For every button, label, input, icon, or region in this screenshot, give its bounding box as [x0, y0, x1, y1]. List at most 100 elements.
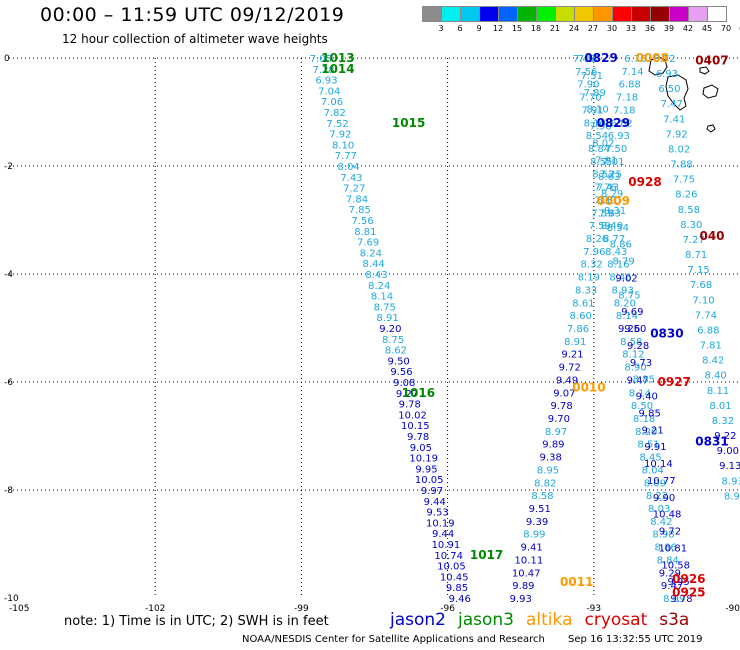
data-point-altika: 9.89: [512, 581, 534, 592]
data-point-altika: 7.18: [616, 93, 638, 104]
chart-title: 00:00 – 11:59 UTC 09/12/2019: [40, 4, 345, 26]
data-point-jason3: 7.92: [329, 130, 351, 141]
data-point-jason3: 8.04: [338, 162, 360, 173]
x-tick-label: -90: [725, 604, 740, 614]
color-scale-label: 15: [511, 24, 523, 33]
data-point-jason3: 7.77: [335, 151, 357, 162]
time-label: 0830: [650, 326, 683, 340]
data-point-jason2: 9.72: [659, 527, 681, 538]
data-point-s3a: 7.27: [683, 235, 705, 246]
data-point-cryosat: 8.42: [650, 517, 672, 528]
data-point-s3a: 8.02: [668, 144, 690, 155]
data-point-jason3: 9.95: [415, 464, 437, 475]
time-label: 1015: [392, 116, 425, 130]
data-point-s3a: 6.50: [658, 84, 680, 95]
data-point-jason2: 9.50: [624, 324, 646, 335]
data-point-altika: 7.43: [597, 183, 619, 194]
y-tick-label: -2: [4, 162, 13, 172]
time-label: 0928: [628, 175, 661, 189]
data-point-altika: 8.97: [545, 427, 567, 438]
data-point-jason2: 9.28: [627, 341, 649, 352]
data-point-cryosat: 8.84: [588, 144, 610, 155]
data-point-altika: 8.26: [586, 234, 608, 245]
data-point-jason3: 9.85: [446, 583, 468, 594]
data-point-jason2: 9.40: [636, 392, 658, 403]
data-point-jason3: 8.81: [354, 227, 376, 238]
legend-entry-s3a: s3a: [659, 610, 690, 630]
data-point-altika: 9.51: [529, 504, 551, 515]
data-point-jason3: 8.24: [368, 281, 390, 292]
data-point-altika: 7.30: [594, 195, 616, 206]
data-point-cryosat: 8.14: [616, 311, 638, 322]
time-label: 040: [699, 229, 724, 243]
data-point-cryosat: 8.04: [642, 465, 664, 476]
data-point-jason3: 9.20: [379, 324, 401, 335]
data-point-jason3: 10.15: [401, 421, 430, 432]
data-point-cryosat: 8.43: [605, 247, 627, 258]
data-point-cryosat: 8.51: [637, 440, 659, 451]
data-point-altika: 9.39: [526, 517, 548, 528]
data-point-s3a: 8.01: [709, 401, 731, 412]
data-point-cryosat: 7.70: [579, 93, 601, 104]
data-point-jason2: 8.85: [633, 375, 655, 386]
data-point-s3a: 8.40: [705, 371, 727, 382]
data-point-altika: 9.21: [561, 350, 583, 361]
data-point-altika: 6.93: [608, 131, 630, 142]
color-scale-label: 18: [530, 24, 542, 33]
y-tick-label: -4: [4, 270, 13, 280]
data-point-jason2: 7.89: [584, 88, 606, 99]
data-point-cryosat: 9.26: [618, 324, 640, 335]
data-point-jason2: 8.02: [592, 138, 614, 149]
data-point-jason2: 9.02: [615, 273, 637, 284]
data-point-jason3: 7.56: [351, 216, 373, 227]
data-point-altika: 10.11: [515, 555, 544, 566]
data-point-cryosat: 7.83: [599, 208, 621, 219]
data-point-jason2: 10.77: [647, 476, 676, 487]
data-point-cryosat: 9.47: [661, 581, 683, 592]
data-point-altika: 8.60: [570, 311, 592, 322]
data-point-s3a: 7.10: [692, 295, 714, 306]
data-point-cryosat: 7.90: [577, 80, 599, 91]
data-point-s3a: 9.00: [717, 446, 739, 457]
data-point-cryosat: 9.47: [627, 375, 649, 386]
data-point-s3a: 7.88: [670, 160, 692, 171]
footer-timestamp: Sep 16 13:32:55 UTC 2019: [568, 634, 703, 645]
data-point-cryosat: 8.86: [654, 543, 676, 554]
data-point-s3a: 7.74: [695, 310, 717, 321]
data-point-altika: 7.25: [600, 170, 622, 181]
data-point-cryosat: 8.10: [584, 118, 606, 129]
data-point-jason3: 9.78: [399, 400, 421, 411]
data-point-cryosat: 9.29: [659, 568, 681, 579]
data-point-cryosat: 8.54: [586, 131, 608, 142]
data-point-altika: 8.58: [531, 491, 553, 502]
data-point-altika: 9.78: [550, 401, 572, 412]
footer-source: NOAA/NESDIS Center for Satellite Applica…: [242, 634, 545, 645]
x-tick-label: -99: [294, 604, 309, 614]
data-point-cryosat: 8.49: [601, 221, 623, 232]
data-point-jason3: 7.27: [343, 184, 365, 195]
data-point-altika: 9.49: [556, 375, 578, 386]
data-point-jason3: 9.53: [426, 508, 448, 519]
y-tick-label: -6: [4, 378, 13, 388]
data-point-cryosat: 7.56: [575, 67, 597, 78]
data-point-jason3: 10.02: [398, 410, 427, 421]
data-point-jason2: 9.85: [639, 408, 661, 419]
data-point-altika: 8.19: [578, 273, 600, 284]
data-point-cryosat: 8.84: [657, 555, 679, 566]
data-point-jason2: 8.54: [607, 223, 629, 234]
data-point-altika: 7.96: [583, 247, 605, 258]
legend-entry-altika: altika: [526, 610, 573, 630]
data-point-jason2: 8.03: [598, 172, 620, 183]
data-point-altika: 7.18: [613, 105, 635, 116]
color-scale-label: 3: [438, 24, 444, 33]
data-point-altika: 9.89: [542, 440, 564, 451]
data-point-s3a: 7.47: [661, 99, 683, 110]
data-point-jason3: 7.69: [357, 238, 379, 249]
data-point-cryosat: 8.20: [614, 298, 636, 309]
data-point-jason2: 8.10: [586, 105, 608, 116]
data-point-jason2: 7.96: [589, 122, 611, 133]
data-point-jason3: 7.04: [318, 86, 340, 97]
y-tick-label: -8: [4, 486, 13, 496]
data-point-jason2: 10.14: [644, 459, 673, 470]
data-point-jason3: 7.43: [340, 173, 362, 184]
